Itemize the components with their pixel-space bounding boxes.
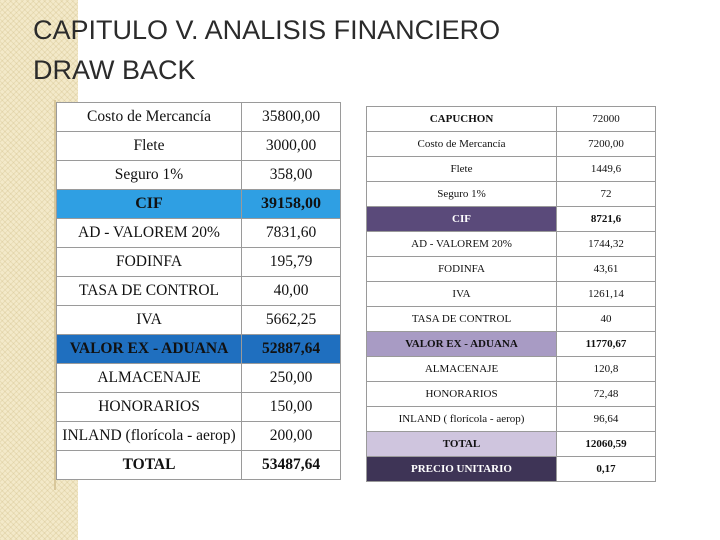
row-label: ALMACENAJE	[366, 356, 557, 382]
row-value: 150,00	[241, 392, 341, 422]
row-label: Costo de Mercancía	[366, 131, 557, 157]
row-value: 1744,32	[556, 231, 656, 257]
table-row: Seguro 1% 358,00	[56, 160, 341, 190]
row-value: 250,00	[241, 363, 341, 393]
slide-title: CAPITULO V. ANALISIS FINANCIERO DRAW BAC…	[33, 10, 693, 90]
row-value: 0,17	[556, 456, 656, 482]
row-value: 40,00	[241, 276, 341, 306]
row-label: AD - VALOREM 20%	[366, 231, 557, 257]
table-row-total: TOTAL 12060,59	[366, 431, 656, 457]
row-value: 120,8	[556, 356, 656, 382]
row-label: INLAND ( florícola - aerop)	[366, 406, 557, 432]
row-label: FODINFA	[366, 256, 557, 282]
row-label: INLAND (florícola - aerop)	[56, 421, 242, 451]
row-value: 52887,64	[241, 334, 341, 364]
row-value: 39158,00	[241, 189, 341, 219]
row-label: IVA	[56, 305, 242, 335]
accent-divider	[54, 100, 56, 490]
row-value: 3000,00	[241, 131, 341, 161]
row-value: 72000	[556, 106, 656, 132]
row-value: 53487,64	[241, 450, 341, 480]
title-line-1: CAPITULO V. ANALISIS FINANCIERO	[33, 15, 501, 45]
table-row: FODINFA 195,79	[56, 247, 341, 277]
row-label: Costo de Mercancía	[56, 102, 242, 132]
table-row: IVA 1261,14	[366, 281, 656, 307]
row-label: VALOR EX - ADUANA	[366, 331, 557, 357]
row-value: 1449,6	[556, 156, 656, 182]
row-label: TASA DE CONTROL	[56, 276, 242, 306]
row-value: 72	[556, 181, 656, 207]
table-row: Costo de Mercancía 7200,00	[366, 131, 656, 157]
row-value: 40	[556, 306, 656, 332]
row-label: Flete	[366, 156, 557, 182]
table-row: INLAND (florícola - aerop) 200,00	[56, 421, 341, 451]
row-value: 72,48	[556, 381, 656, 407]
table-row: HONORARIOS 150,00	[56, 392, 341, 422]
row-value: 43,61	[556, 256, 656, 282]
row-label: CIF	[366, 206, 557, 232]
table-row: TASA DE CONTROL 40,00	[56, 276, 341, 306]
table-row: Flete 1449,6	[366, 156, 656, 182]
row-value: 11770,67	[556, 331, 656, 357]
row-value: 7831,60	[241, 218, 341, 248]
table-row: ALMACENAJE 250,00	[56, 363, 341, 393]
table-row: AD - VALOREM 20% 7831,60	[56, 218, 341, 248]
row-label: CAPUCHON	[366, 106, 557, 132]
row-value: 7200,00	[556, 131, 656, 157]
row-value: 12060,59	[556, 431, 656, 457]
row-label: TASA DE CONTROL	[366, 306, 557, 332]
row-label: FODINFA	[56, 247, 242, 277]
table-row-capuchon: CAPUCHON 72000	[366, 106, 656, 132]
capuchon-cost-table: CAPUCHON 72000 Costo de Mercancía 7200,0…	[366, 106, 656, 482]
row-label: Seguro 1%	[366, 181, 557, 207]
row-label: HONORARIOS	[366, 381, 557, 407]
import-cost-table: Costo de Mercancía 35800,00 Flete 3000,0…	[56, 102, 341, 480]
title-line-2: DRAW BACK	[33, 55, 196, 85]
row-label: CIF	[56, 189, 242, 219]
table-row: AD - VALOREM 20% 1744,32	[366, 231, 656, 257]
table-row: TASA DE CONTROL 40	[366, 306, 656, 332]
row-value: 35800,00	[241, 102, 341, 132]
row-value: 358,00	[241, 160, 341, 190]
row-label: ALMACENAJE	[56, 363, 242, 393]
table-row-precio-unitario: PRECIO UNITARIO 0,17	[366, 456, 656, 482]
row-value: 200,00	[241, 421, 341, 451]
table-row-valor-ex-aduana: VALOR EX - ADUANA 52887,64	[56, 334, 341, 364]
row-value: 8721,6	[556, 206, 656, 232]
table-row-valor-ex-aduana: VALOR EX - ADUANA 11770,67	[366, 331, 656, 357]
table-row-total: TOTAL 53487,64	[56, 450, 341, 480]
row-label: Seguro 1%	[56, 160, 242, 190]
table-row: INLAND ( florícola - aerop) 96,64	[366, 406, 656, 432]
row-label: TOTAL	[366, 431, 557, 457]
row-label: TOTAL	[56, 450, 242, 480]
table-row: Seguro 1% 72	[366, 181, 656, 207]
table-row-cif: CIF 8721,6	[366, 206, 656, 232]
table-row: IVA 5662,25	[56, 305, 341, 335]
row-label: HONORARIOS	[56, 392, 242, 422]
row-label: AD - VALOREM 20%	[56, 218, 242, 248]
table-row: Flete 3000,00	[56, 131, 341, 161]
table-row: ALMACENAJE 120,8	[366, 356, 656, 382]
table-row-cif: CIF 39158,00	[56, 189, 341, 219]
row-label: IVA	[366, 281, 557, 307]
table-row: Costo de Mercancía 35800,00	[56, 102, 341, 132]
row-value: 96,64	[556, 406, 656, 432]
table-row: FODINFA 43,61	[366, 256, 656, 282]
row-label: VALOR EX - ADUANA	[56, 334, 242, 364]
row-label: Flete	[56, 131, 242, 161]
row-value: 1261,14	[556, 281, 656, 307]
row-label: PRECIO UNITARIO	[366, 456, 557, 482]
row-value: 195,79	[241, 247, 341, 277]
row-value: 5662,25	[241, 305, 341, 335]
table-row: HONORARIOS 72,48	[366, 381, 656, 407]
